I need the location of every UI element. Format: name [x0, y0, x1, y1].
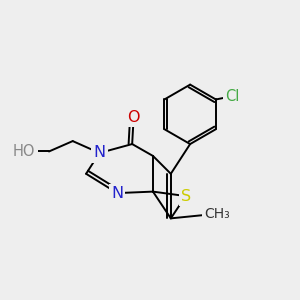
Text: HO: HO	[13, 144, 35, 159]
Text: Cl: Cl	[225, 89, 239, 104]
Text: CH₃: CH₃	[204, 207, 230, 221]
Text: N: N	[111, 186, 123, 201]
Text: O: O	[128, 110, 140, 125]
Text: S: S	[181, 189, 191, 204]
Text: N: N	[93, 146, 106, 160]
